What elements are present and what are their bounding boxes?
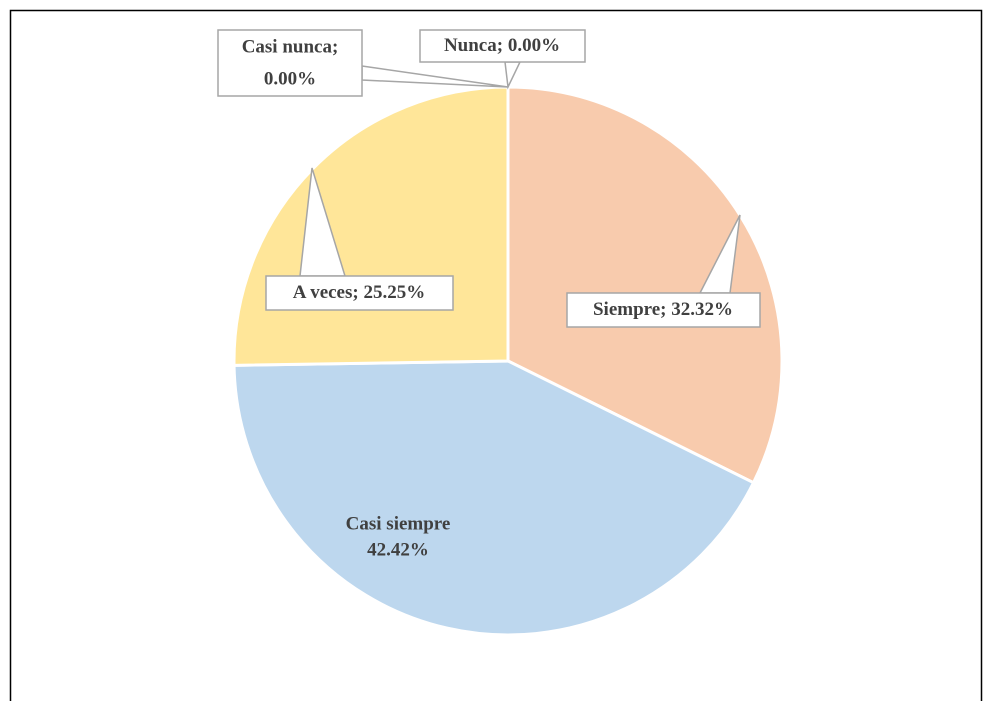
label-box bbox=[217, 29, 363, 97]
label-category: A veces; bbox=[293, 282, 359, 303]
data-label: Siempre; 32.32% bbox=[593, 299, 733, 320]
label-value: 0.00% bbox=[508, 35, 560, 56]
data-label: A veces; 25.25% bbox=[293, 282, 425, 303]
label-value: 32.32% bbox=[671, 299, 733, 320]
label-category: Siempre; bbox=[593, 299, 667, 320]
data-label: Nunca; 0.00% bbox=[444, 35, 560, 56]
label-category: Casi siempre bbox=[346, 513, 451, 534]
label-box bbox=[265, 275, 454, 311]
label-value: 42.42% bbox=[367, 539, 429, 560]
label-box bbox=[419, 29, 586, 63]
label-value: 25.25% bbox=[363, 282, 425, 303]
pie-slice bbox=[232, 359, 756, 637]
label-value: 0.00% bbox=[264, 68, 316, 89]
pie-slice bbox=[506, 85, 784, 485]
label-category: Nunca; bbox=[444, 35, 503, 56]
label-box bbox=[566, 292, 761, 328]
label-category: Casi nunca; bbox=[242, 36, 339, 57]
